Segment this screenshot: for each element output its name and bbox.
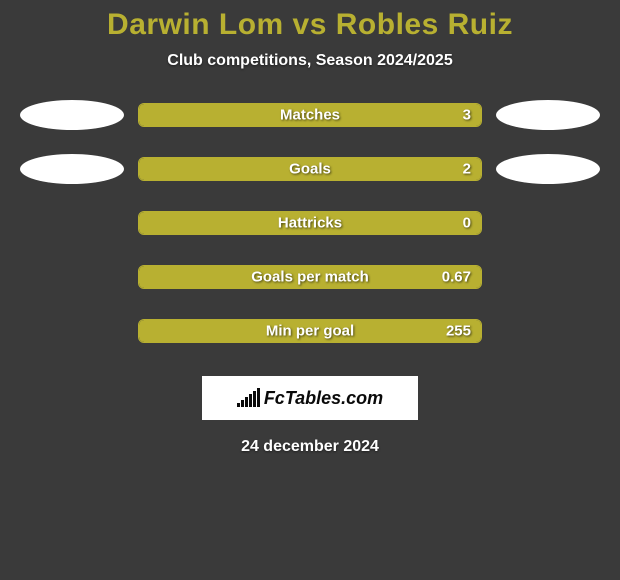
player-right-avatar xyxy=(496,100,600,130)
bar-chart-icon xyxy=(237,389,260,407)
stat-bar: Matches 3 xyxy=(138,103,482,127)
stat-row: Goals 2 xyxy=(0,154,620,184)
avatar-spacer xyxy=(496,208,600,238)
subtitle: Club competitions, Season 2024/2025 xyxy=(0,52,620,70)
logo-text: FcTables.com xyxy=(264,388,383,409)
stat-bar: Min per goal 255 xyxy=(138,319,482,343)
player-left-avatar xyxy=(20,154,124,184)
snapshot-date: 24 december 2024 xyxy=(0,438,620,456)
page-title: Darwin Lom vs Robles Ruiz xyxy=(0,8,620,42)
avatar-spacer xyxy=(20,208,124,238)
stat-row: Min per goal 255 xyxy=(0,316,620,346)
stats-list: Matches 3 Goals 2 Hattricks 0 Goals per match 0… xyxy=(0,100,620,346)
stat-value: 0.67 xyxy=(442,269,471,286)
stat-row: Goals per match 0.67 xyxy=(0,262,620,292)
avatar-spacer xyxy=(496,262,600,292)
avatar-spacer xyxy=(20,262,124,292)
stat-value: 2 xyxy=(463,161,471,178)
stat-row: Hattricks 0 xyxy=(0,208,620,238)
stat-value: 255 xyxy=(446,323,471,340)
stat-row: Matches 3 xyxy=(0,100,620,130)
stat-label: Hattricks xyxy=(278,215,342,232)
player-left-avatar xyxy=(20,100,124,130)
stat-bar: Goals per match 0.67 xyxy=(138,265,482,289)
avatar-spacer xyxy=(20,316,124,346)
comparison-card: Darwin Lom vs Robles Ruiz Club competiti… xyxy=(0,0,620,456)
player-right-avatar xyxy=(496,154,600,184)
stat-label: Min per goal xyxy=(266,323,354,340)
stat-value: 0 xyxy=(463,215,471,232)
stat-bar: Goals 2 xyxy=(138,157,482,181)
stat-label: Goals xyxy=(289,161,331,178)
source-logo[interactable]: FcTables.com xyxy=(202,376,418,420)
stat-label: Matches xyxy=(280,107,340,124)
stat-value: 3 xyxy=(463,107,471,124)
avatar-spacer xyxy=(496,316,600,346)
stat-label: Goals per match xyxy=(251,269,369,286)
stat-bar: Hattricks 0 xyxy=(138,211,482,235)
